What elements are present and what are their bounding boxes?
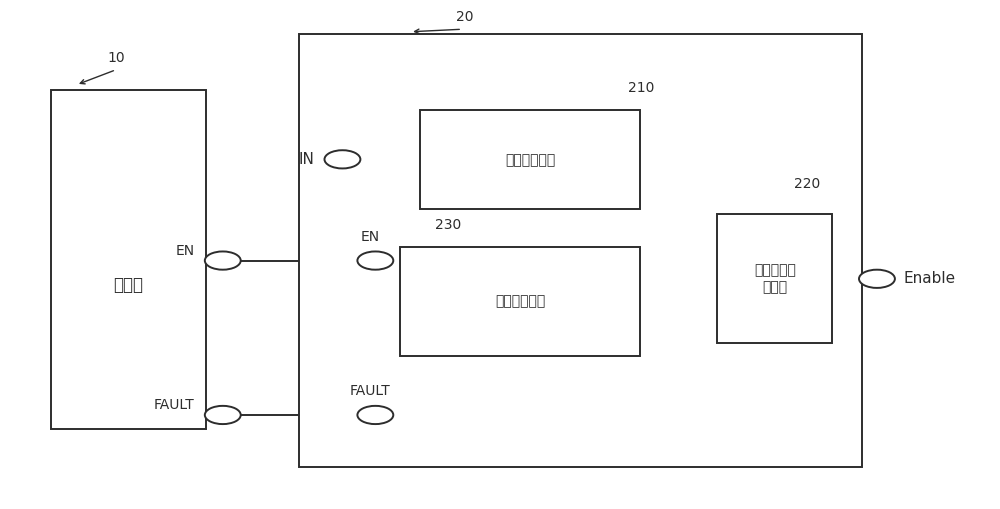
- Text: 故障逻辑控
制电路: 故障逻辑控 制电路: [754, 264, 796, 294]
- Circle shape: [324, 150, 360, 168]
- Circle shape: [357, 251, 393, 270]
- Circle shape: [205, 406, 241, 424]
- Circle shape: [357, 406, 393, 424]
- Circle shape: [205, 251, 241, 270]
- Text: 过流保护电路: 过流保护电路: [505, 153, 555, 167]
- Text: Enable: Enable: [904, 271, 956, 286]
- Bar: [51, 90, 206, 429]
- Text: 220: 220: [794, 177, 820, 191]
- Bar: [299, 34, 862, 467]
- Bar: [400, 247, 640, 356]
- Text: FAULT: FAULT: [154, 399, 195, 412]
- Bar: [717, 214, 832, 343]
- Text: 处理器: 处理器: [113, 276, 143, 294]
- Text: 20: 20: [456, 10, 474, 24]
- Text: FAULT: FAULT: [350, 384, 391, 398]
- Text: 过流使能电路: 过流使能电路: [495, 295, 545, 308]
- Text: IN: IN: [299, 152, 315, 167]
- Text: 10: 10: [107, 51, 125, 65]
- Text: 230: 230: [435, 218, 461, 232]
- Bar: [420, 110, 640, 209]
- Text: 210: 210: [628, 81, 654, 95]
- Text: EN: EN: [361, 230, 380, 244]
- Text: EN: EN: [176, 244, 195, 258]
- Circle shape: [859, 270, 895, 288]
